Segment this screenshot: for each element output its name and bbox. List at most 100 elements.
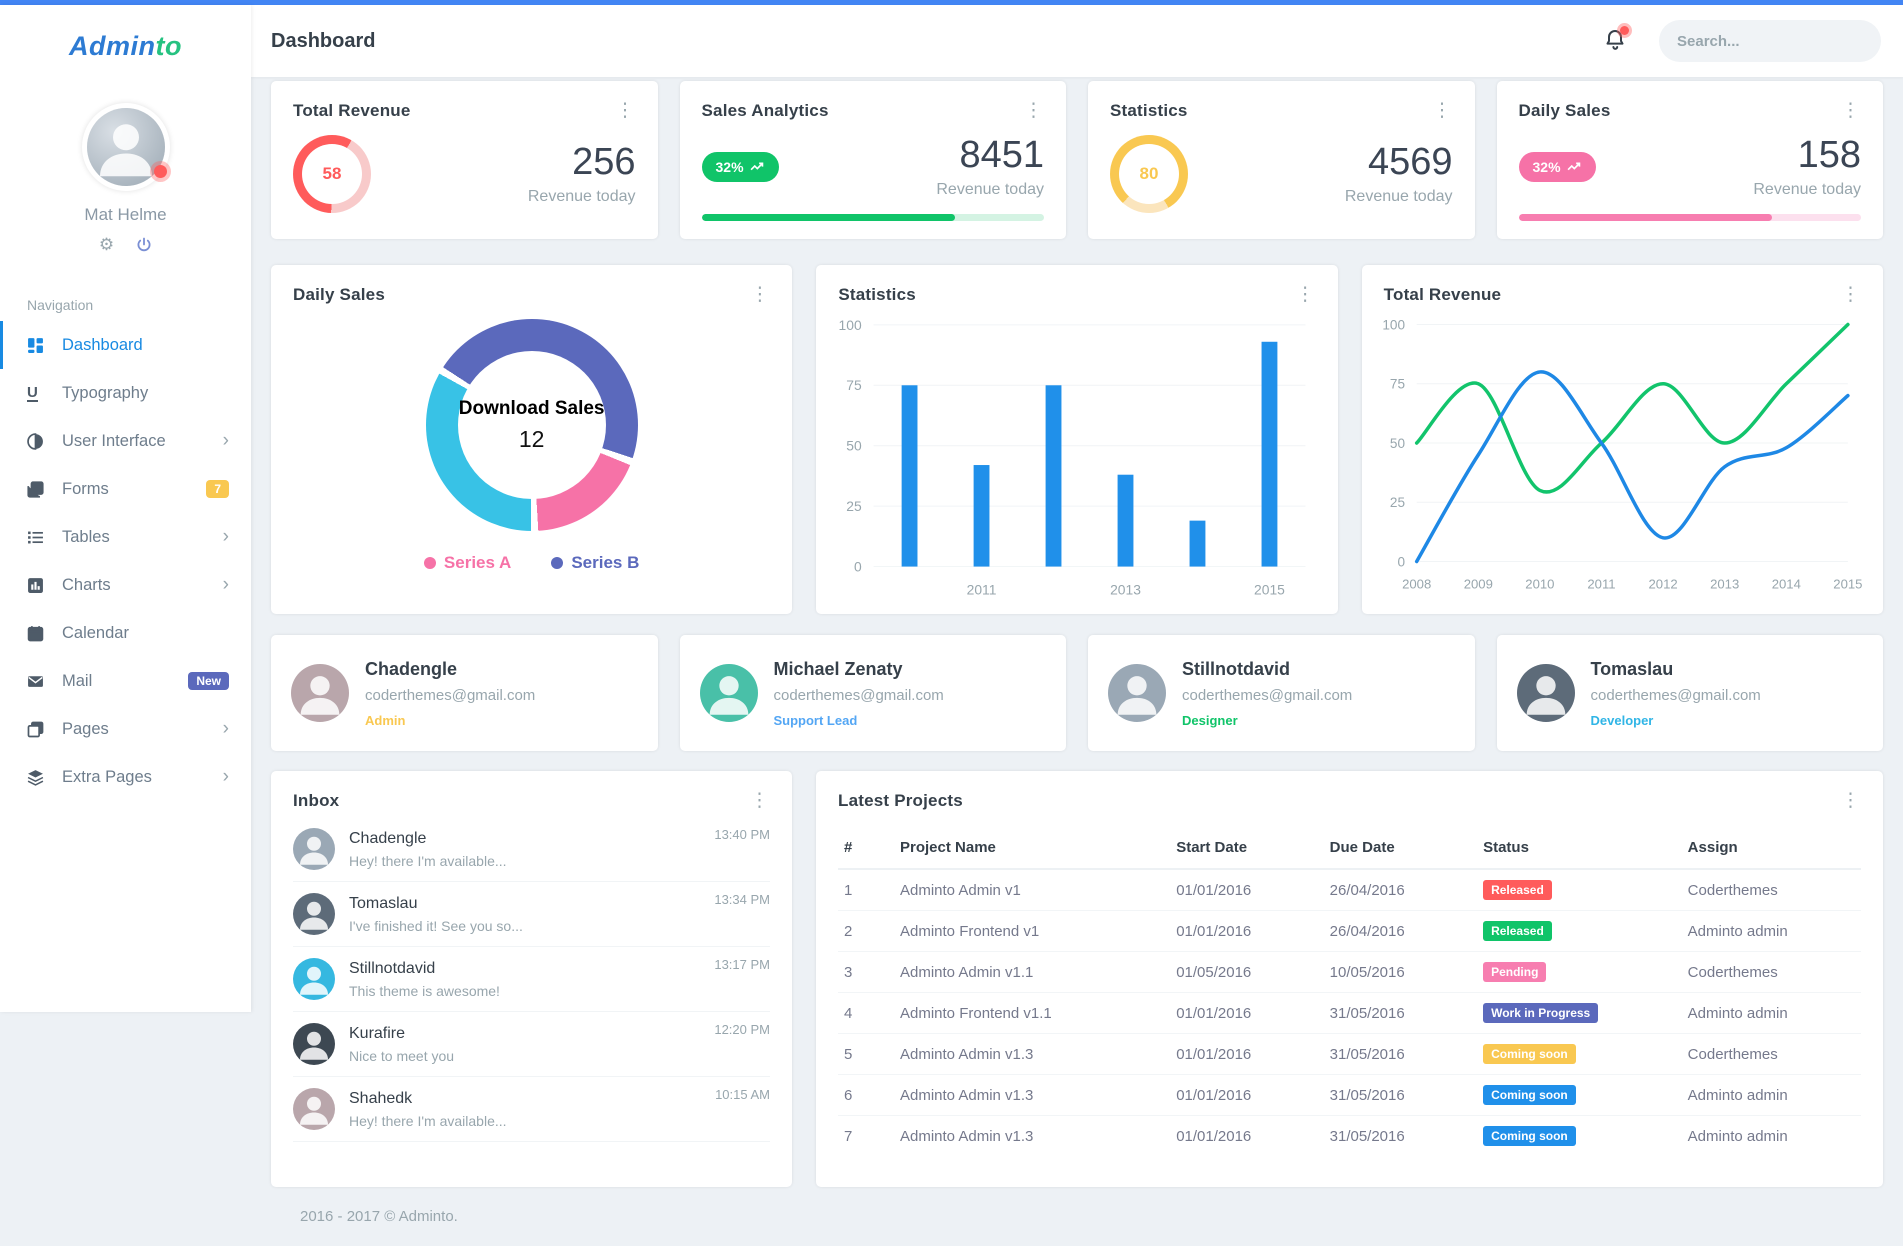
card-menu-button[interactable]: ⋮ xyxy=(1295,284,1316,305)
table-row[interactable]: 1 Adminto Admin v1 01/01/2016 26/04/2016 Rel… xyxy=(838,869,1861,911)
card-menu-button[interactable]: ⋮ xyxy=(615,100,636,121)
legend-item-series-b[interactable]: Series B xyxy=(551,553,639,573)
cell-start-date: 01/01/2016 xyxy=(1170,910,1324,952)
cell-start-date: 01/01/2016 xyxy=(1176,1127,1252,1145)
sidebar-item-forms[interactable]: Forms 7 xyxy=(0,465,251,513)
power-icon[interactable] xyxy=(136,237,152,253)
notifications-button[interactable] xyxy=(1603,26,1629,54)
avatar[interactable] xyxy=(1516,664,1575,722)
sidebar-item-dashboard[interactable]: Dashboard xyxy=(0,321,251,369)
svg-text:2013: 2013 xyxy=(1110,581,1141,597)
inbox-item-shahedk[interactable]: Shahedk Hey! there I'm available... 10:15 … xyxy=(293,1077,770,1142)
card-menu-button[interactable]: ⋮ xyxy=(1432,100,1453,121)
chart-legend: Series A Series B xyxy=(423,553,639,573)
member-name: Michael Zenaty xyxy=(773,658,903,679)
avatar[interactable] xyxy=(699,664,758,722)
bell-icon xyxy=(1606,30,1624,50)
card-title: Daily Sales xyxy=(1518,101,1611,120)
inbox-sender: Chadengle xyxy=(349,829,427,847)
latest-projects-card: Latest Projects ⋮ # Project Name Start Dat… xyxy=(816,771,1883,1187)
sidebar-item-charts[interactable]: Charts › xyxy=(0,561,251,609)
cell-due-date: 31/05/2016 xyxy=(1323,1074,1478,1116)
search-input[interactable] xyxy=(1675,31,1878,51)
cell-due-date: 10/05/2016 xyxy=(1323,951,1478,993)
gear-icon[interactable]: ⚙ xyxy=(98,235,115,254)
chevron-right-icon: › xyxy=(222,718,229,739)
table-row[interactable]: 6 Adminto Admin v1.3 01/01/2016 31/05/2016 C… xyxy=(838,1074,1861,1116)
sidebar-item-calendar[interactable]: Calendar xyxy=(0,609,251,657)
sidebar-item-tables[interactable]: Tables › xyxy=(0,513,251,561)
stat-right: 4569 Revenue today xyxy=(1345,141,1453,206)
contrast-icon xyxy=(27,432,47,450)
cell-assign: Adminto admin xyxy=(1681,910,1861,952)
avatar[interactable] xyxy=(1108,664,1166,722)
sidebar-item-extra-pages[interactable]: Extra Pages › xyxy=(0,753,251,801)
user-avatar[interactable] xyxy=(86,108,167,186)
card-title: Total Revenue xyxy=(293,101,411,120)
sidebar-item-mail[interactable]: Mail New xyxy=(0,657,251,705)
inbox-message: Hey! there I'm available... xyxy=(349,1112,507,1129)
card-menu-button[interactable]: ⋮ xyxy=(1841,100,1861,121)
inbox-texts: Stillnotdavid This theme is awesome! xyxy=(349,960,500,999)
card-title: Statistics xyxy=(1110,101,1188,120)
sidebar-badge: 7 xyxy=(206,480,229,498)
avatar xyxy=(293,893,335,935)
trend-up-icon xyxy=(750,162,763,171)
cell-status: Coming soon xyxy=(1477,1033,1682,1075)
logo-text-to: to xyxy=(155,31,182,61)
cell-due-date: 26/04/2016 xyxy=(1323,910,1478,952)
sidebar-item-label: User Interface xyxy=(62,431,166,450)
svg-text:2012: 2012 xyxy=(1648,577,1677,592)
progress-bar xyxy=(1518,214,1861,221)
charts-row: Daily Sales ⋮ Download Sales 12 Series A… xyxy=(271,265,1883,614)
statistics-bar-chart-svg: 0 25 50 75 100 2011 2013 2015 xyxy=(839,317,1306,597)
avatar xyxy=(293,1088,335,1130)
svg-text:75: 75 xyxy=(847,377,863,393)
table-row[interactable]: 3 Adminto Admin v1.1 01/05/2016 10/05/2016 P… xyxy=(838,951,1861,993)
sidebar-item-typography[interactable]: U Typography xyxy=(0,369,251,417)
stack-icon xyxy=(27,769,47,786)
cell-num: 2 xyxy=(838,910,894,952)
browser-accent-strip xyxy=(0,0,1903,5)
donut-ring: Download Sales 12 xyxy=(425,319,638,531)
cell-assign: Coderthemes xyxy=(1681,869,1861,911)
sidebar-item-pages[interactable]: Pages › xyxy=(0,705,251,753)
member-email: coderthemes@gmail.com xyxy=(1182,686,1353,704)
table-row[interactable]: 4 Adminto Frontend v1.1 01/01/2016 31/05/20… xyxy=(838,992,1861,1034)
card-menu-button[interactable]: ⋮ xyxy=(1024,100,1044,121)
svg-text:75: 75 xyxy=(1390,377,1405,392)
inbox-texts: Chadengle Hey! there I'm available... xyxy=(349,830,507,869)
card-menu-button[interactable]: ⋮ xyxy=(1840,284,1861,305)
members-row: Chadengle coderthemes@gmail.com Admin Micha… xyxy=(271,635,1883,751)
search-box[interactable] xyxy=(1659,20,1881,62)
knob-gauge: 80 xyxy=(1110,135,1188,213)
table-row[interactable]: 2 Adminto Frontend v1 01/01/2016 26/04/2016… xyxy=(838,910,1861,952)
card-title: Sales Analytics xyxy=(701,101,829,120)
inbox-item-stillnotdavid[interactable]: Stillnotdavid This theme is awesome! 13:17… xyxy=(293,947,770,1012)
avatar[interactable] xyxy=(291,664,349,722)
inbox-texts: Shahedk Hey! there I'm available... xyxy=(349,1090,507,1129)
inbox-item-kurafire[interactable]: Kurafire Nice to meet you 12:20 PM xyxy=(293,1012,770,1077)
inbox-item-chadengle[interactable]: Chadengle Hey! there I'm available... 13:4… xyxy=(293,817,770,882)
sidebar: Adminto Mat Helme ⚙ Navigation Dashboard… xyxy=(0,5,251,1012)
logo[interactable]: Adminto xyxy=(0,5,251,62)
svg-text:2010: 2010 xyxy=(1525,577,1554,592)
legend-label: Series A xyxy=(443,553,512,572)
donut-center-value: 12 xyxy=(518,425,545,452)
card-head: Daily Sales ⋮ xyxy=(271,265,792,305)
inbox-item-tomaslau[interactable]: Tomaslau I've finished it! See you so... 1… xyxy=(293,882,770,947)
avatar xyxy=(293,958,335,1000)
legend-item-series-a[interactable]: Series A xyxy=(423,553,512,573)
card-menu-button[interactable]: ⋮ xyxy=(750,790,770,811)
cell-status: Coming soon xyxy=(1477,1074,1682,1116)
person-icon xyxy=(300,1031,328,1060)
table-row[interactable]: 7 Adminto Admin v1.3 01/01/2016 31/05/2016 C… xyxy=(838,1116,1861,1157)
table-row[interactable]: 5 Adminto Admin v1.3 01/01/2016 31/05/2016 C… xyxy=(838,1033,1861,1075)
donut-chart: Download Sales 12 Series A Series B xyxy=(271,305,792,573)
total-revenue-line-chart-svg: 0 25 50 75 100 2008 2009 2010 2011 2012 2013 2014 20… xyxy=(1382,317,1862,592)
sidebar-item-user-interface[interactable]: User Interface › xyxy=(0,417,251,465)
member-email: coderthemes@gmail.com xyxy=(773,686,944,704)
daily-sales-card: Daily Sales ⋮ Download Sales 12 Series A… xyxy=(271,265,793,614)
card-menu-button[interactable]: ⋮ xyxy=(750,284,771,305)
card-menu-button[interactable]: ⋮ xyxy=(1841,790,1861,811)
